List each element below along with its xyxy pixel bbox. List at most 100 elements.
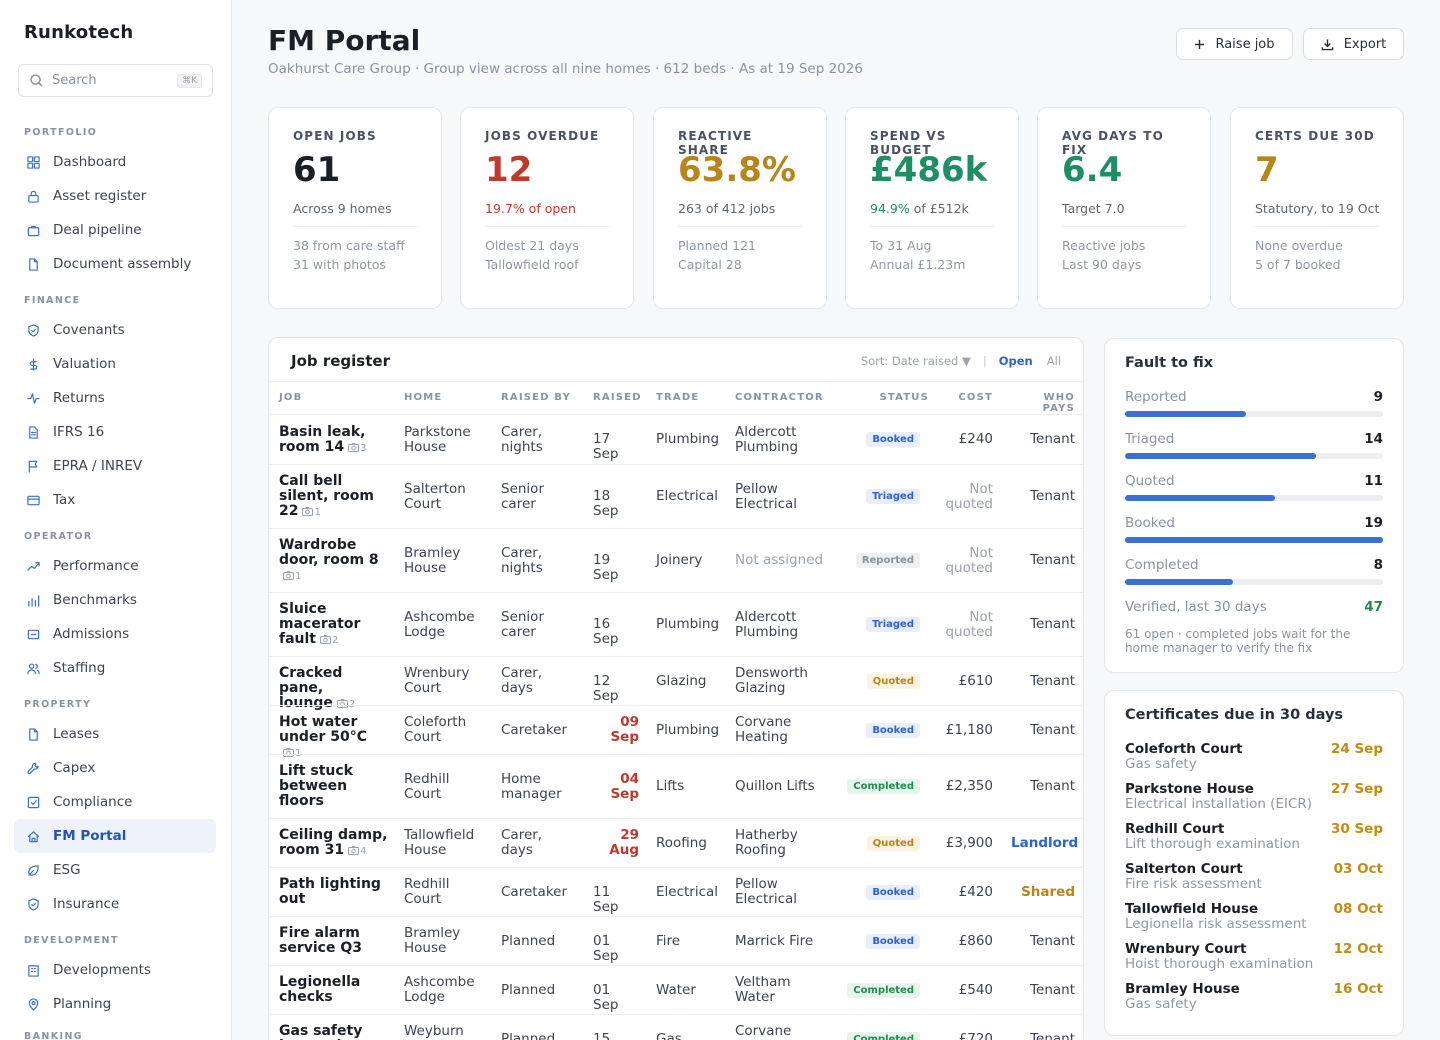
raised-by-line: carer (501, 496, 536, 512)
job-title-line: room 14 3 (279, 440, 389, 456)
table-row[interactable]: Ceiling damp, room 31 4 Tallowfield House Car… (269, 819, 1083, 867)
row-divider (269, 656, 1083, 657)
home-name-line: House (404, 1039, 494, 1040)
filter-all-tab[interactable]: All (1046, 354, 1061, 368)
who-pays: Tenant (1011, 617, 1075, 632)
export-label: Export (1343, 36, 1387, 52)
stage-bar-fill (1125, 453, 1316, 459)
who-pays: Tenant (1011, 674, 1075, 689)
sidebar-item-deal-pipeline[interactable]: Deal pipeline (14, 213, 216, 247)
who-pays: Tenant (1011, 432, 1075, 447)
contractor-line: Corvane (735, 714, 792, 730)
contractor: Densworth Glazing (735, 666, 845, 696)
job-title-line: Sluice (279, 602, 389, 617)
certificate-item[interactable]: Redhill Court Lift thorough examination 30… (1105, 821, 1403, 857)
who-pays: Tenant (1011, 553, 1075, 568)
sidebar-item-compliance[interactable]: Compliance (14, 785, 216, 819)
sidebar-item-dashboard[interactable]: Dashboard (14, 145, 216, 179)
kpi-card: CERTS DUE 30D 7 Statutory, to 19 Oct None o… (1230, 107, 1404, 309)
export-button[interactable]: Export (1303, 28, 1404, 60)
table-row[interactable]: Cracked pane,lounge2WrenburyCourtCarer,d… (269, 657, 1083, 711)
row-divider (269, 754, 1083, 755)
certificate-item[interactable]: Coleforth Court Gas safety 24 Sep (1105, 741, 1403, 777)
job-title: Fire alarm service Q3 (279, 926, 389, 956)
sidebar-item-benchmarks[interactable]: Benchmarks (14, 583, 216, 617)
status-badge: Quoted (866, 674, 920, 689)
sidebar-item-returns[interactable]: Returns (14, 381, 216, 415)
sidebar-item-ifrs-16[interactable]: IFRS 16 (14, 415, 216, 449)
sidebar-item-capex[interactable]: Capex (14, 751, 216, 785)
job-title: Lift stuck between floors (279, 764, 389, 809)
raise-job-button[interactable]: Raise job (1176, 28, 1293, 60)
search-input[interactable]: Search ⌘K (18, 64, 213, 97)
filter-open-tab[interactable]: Open (998, 354, 1033, 368)
kpi-value: 7 (1255, 150, 1279, 190)
table-row[interactable]: Fire alarm service Q3 Bramley House Planned 0… (269, 917, 1083, 965)
photo-count-value: 3 (360, 443, 367, 454)
raised-by: Planned (501, 1032, 586, 1040)
raised-by-line: Carer, (501, 424, 543, 440)
home-name-line: Ashcombe (404, 609, 475, 625)
kpi-footnote-line: Planned 121 (678, 238, 756, 253)
status-badge: Booked (866, 723, 920, 738)
status-badge: Triaged (866, 617, 920, 632)
table-row[interactable]: Legionella checks Ashcombe Lodge Planned 01 S… (269, 966, 1083, 1014)
table-row[interactable]: Wardrobe door, room 8 1 Bramley House Carer, n… (269, 529, 1083, 592)
sidebar-item-covenants[interactable]: Covenants (14, 313, 216, 347)
job-title-text: service Q3 (279, 940, 362, 956)
job-title-text: Ceiling damp, (279, 827, 388, 843)
leaf-icon (27, 864, 40, 877)
table-row[interactable]: Sluice macerator fault 2 Ashcombe Lodge Senior… (269, 593, 1083, 656)
sidebar-item-fm-portal[interactable]: FM Portal (14, 819, 216, 853)
sidebar-item-planning[interactable]: Planning (14, 987, 216, 1021)
sidebar-item-admissions[interactable]: Admissions (14, 617, 216, 651)
home-name-line: Redhill (404, 876, 450, 892)
certificate-item[interactable]: Parkstone House Electrical installation (… (1105, 781, 1403, 817)
kpi-card: JOBS OVERDUE 12 19.7% of open Oldest 21 day… (460, 107, 634, 309)
certificate-item[interactable]: Bramley House Gas safety 16 Oct (1105, 981, 1403, 1017)
stage-count-booked: 19 (1364, 515, 1383, 531)
raised-by: Carer, days (501, 666, 586, 696)
certificate-item[interactable]: Wrenbury Court Hoist thorough examination… (1105, 941, 1403, 977)
trade-line: Lifts (656, 778, 685, 794)
sidebar-item-tax[interactable]: Tax (14, 483, 216, 517)
sidebar-item-esg[interactable]: ESG (14, 853, 216, 887)
sidebar-item-asset-register[interactable]: Asset register (14, 179, 216, 213)
table-row[interactable]: Lift stuck between floors Redhill Court Home m… (269, 755, 1083, 818)
table-row[interactable]: Gas safetyinspection WeyburnHouse Planned 1… (269, 1015, 1083, 1040)
job-title-line: Wardrobe (279, 538, 389, 553)
sidebar-item-document-assembly[interactable]: Document assembly (14, 247, 216, 281)
who-pays-line: Tenant (1030, 933, 1075, 949)
stage-count-triaged: 14 (1364, 431, 1383, 447)
status-badge: Booked (866, 432, 920, 447)
sidebar-item-insurance[interactable]: Insurance (14, 887, 216, 921)
certificate-item[interactable]: Salterton Court Fire risk assessment 03 Oc… (1105, 861, 1403, 897)
cost: £3,900 (939, 836, 993, 851)
who-pays-line: Tenant (1030, 552, 1075, 568)
sidebar-item-performance[interactable]: Performance (14, 549, 216, 583)
sidebar-item-leases[interactable]: Leases (14, 717, 216, 751)
sort-dropdown[interactable]: Sort: Date raised ▼ (860, 354, 971, 368)
stage-bar-reported (1125, 411, 1383, 417)
certificate-item[interactable]: Tallowfield House Legionella risk assessm… (1105, 901, 1403, 937)
table-row[interactable]: Basin leak, room 14 3 Parkstone House Carer, n… (269, 415, 1083, 464)
job-title-line: Hot water (279, 715, 389, 730)
sidebar-item-label: ESG (53, 862, 81, 878)
status-badge: Booked (866, 934, 920, 949)
sidebar-item-epra-inrev[interactable]: EPRA / INREV (14, 449, 216, 483)
raised-date-overdue-line: Sep (610, 729, 639, 745)
sidebar-item-valuation[interactable]: Valuation (14, 347, 216, 381)
sidebar-item-developments[interactable]: Developments (14, 953, 216, 987)
cost-line: quoted (945, 624, 993, 640)
row-divider (269, 592, 1083, 593)
trade-line: Plumbing (656, 431, 720, 447)
table-row[interactable]: Call bell silent, room 22 1 Salterton Court Se… (269, 465, 1083, 528)
certificate-home: Salterton Court (1125, 861, 1243, 877)
trade: Plumbing (656, 432, 731, 447)
raised-by: Caretaker (501, 723, 586, 738)
who-pays: Landlord (1011, 836, 1078, 851)
sidebar-item-staffing[interactable]: Staffing (14, 651, 216, 685)
column-header-raised: RAISED (593, 392, 642, 403)
table-row[interactable]: Path lighting out Redhill Court Caretaker 11 … (269, 868, 1083, 916)
